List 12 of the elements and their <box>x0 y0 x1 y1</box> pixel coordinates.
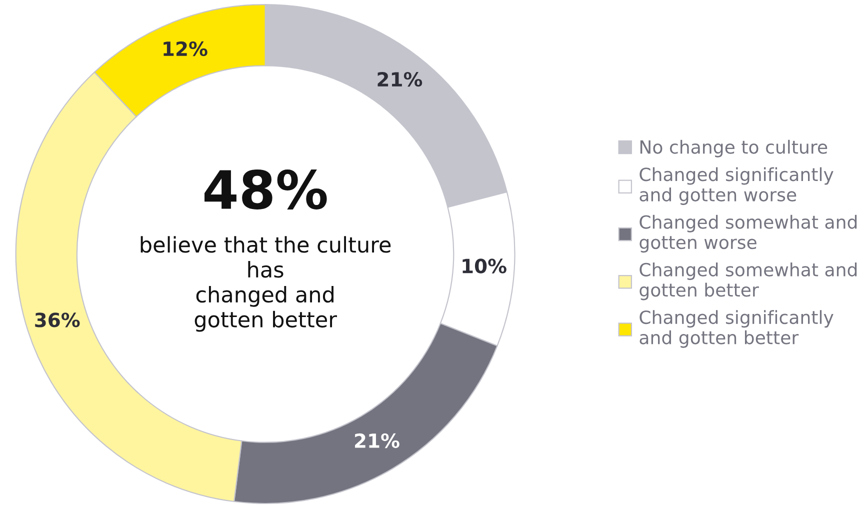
legend-label: Changed somewhat and gotten worse <box>640 214 857 253</box>
data-label: 21% <box>355 433 400 448</box>
legend-label: Changed significantly and gotten better <box>640 310 834 348</box>
legend-label: No change to culture <box>640 140 828 158</box>
legend-label: Changed somewhat and gotten better <box>640 262 857 300</box>
text: believe that the culture has changed and gotten better <box>140 236 391 332</box>
legend-label: Changed significantly and gotten worse <box>640 167 834 205</box>
data-label: 12% <box>164 41 208 56</box>
text: 48% <box>204 170 327 210</box>
data-label: 21% <box>378 72 422 87</box>
data-label: 10% <box>462 258 506 274</box>
data-label: 36% <box>35 312 80 328</box>
